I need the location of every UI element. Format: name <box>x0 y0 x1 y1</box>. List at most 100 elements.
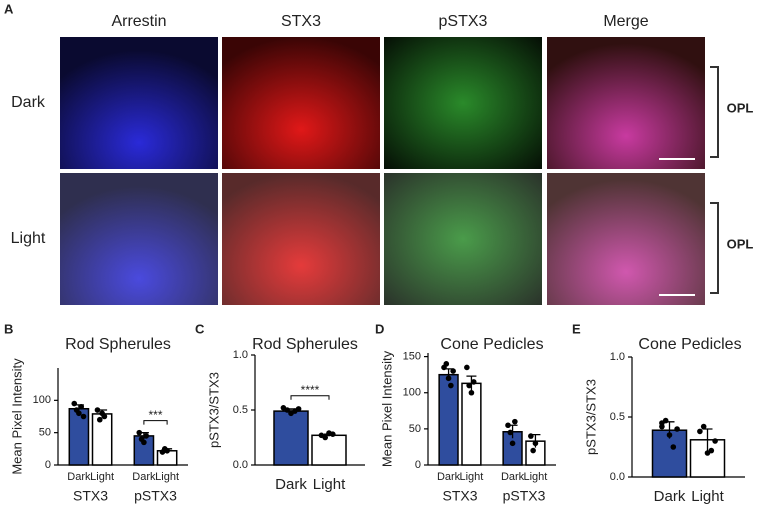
bar <box>438 373 459 466</box>
chart-title: Rod Spherules <box>252 336 358 353</box>
x-tick-label: Light <box>523 471 547 483</box>
data-point <box>670 444 677 450</box>
x-tick-label: Light <box>691 488 724 505</box>
group-label: pSTX3 <box>134 488 177 504</box>
data-point <box>76 410 82 417</box>
significance-label: *** <box>148 408 162 422</box>
y-axis-label: pSTX3/STX3 <box>583 379 598 455</box>
data-point <box>662 417 669 424</box>
panel-label: C <box>195 321 205 336</box>
y-tick-label: 100 <box>33 394 51 406</box>
data-point <box>78 404 85 410</box>
data-point <box>512 418 518 425</box>
micrograph <box>384 37 542 169</box>
y-tick-label: 150 <box>403 351 421 363</box>
y-tick-label: 50 <box>39 427 51 439</box>
data-point <box>141 439 147 446</box>
data-point <box>443 361 450 367</box>
significance-bracket <box>290 395 330 400</box>
data-point <box>468 389 475 396</box>
significance-bracket <box>143 420 168 425</box>
data-point <box>164 447 170 454</box>
data-point <box>697 428 703 435</box>
data-point <box>700 423 707 430</box>
data-point <box>71 400 78 407</box>
data-point <box>712 438 718 444</box>
data-point <box>528 433 534 439</box>
data-point <box>322 434 329 441</box>
group-label: pSTX3 <box>503 488 546 504</box>
x-tick-label: Dark <box>67 471 91 483</box>
data-point <box>143 433 150 439</box>
significance-label: **** <box>301 383 320 397</box>
panel-label: D <box>375 321 384 336</box>
micrograph <box>222 173 380 305</box>
micrograph <box>384 173 542 305</box>
x-tick-label: Light <box>90 471 114 483</box>
data-point <box>659 423 665 430</box>
y-axis-label: Mean Pixel Intensity <box>379 350 394 467</box>
y-tick-label: 0 <box>45 459 51 471</box>
data-point <box>448 382 454 389</box>
chart-title: Rod Spherules <box>65 336 171 353</box>
data-point <box>666 432 673 438</box>
data-point <box>708 447 715 454</box>
y-tick-label: 1.0 <box>233 349 248 361</box>
data-point <box>136 429 143 436</box>
column-header: Arrestin <box>111 13 166 30</box>
column-header: Merge <box>603 13 648 30</box>
group-label: STX3 <box>442 488 477 504</box>
data-point <box>464 364 470 371</box>
data-point <box>509 440 516 447</box>
data-point <box>101 413 108 420</box>
x-tick-label: Dark <box>501 471 525 483</box>
data-point <box>466 382 472 389</box>
bracket <box>710 202 719 294</box>
data-point <box>530 447 536 454</box>
row-label: Dark <box>11 94 46 111</box>
micrograph <box>222 37 380 169</box>
data-point <box>445 375 452 382</box>
data-point <box>470 379 477 385</box>
x-tick-label: Dark <box>437 471 461 483</box>
column-header: pSTX3 <box>439 13 488 30</box>
data-point <box>295 406 302 412</box>
bracket <box>710 66 719 158</box>
panel-label: B <box>4 321 13 336</box>
y-tick-label: 0 <box>415 459 421 471</box>
data-point <box>507 429 514 436</box>
x-tick-label: Dark <box>275 476 307 493</box>
x-tick-label: Light <box>155 471 179 483</box>
y-tick-label: 0.0 <box>610 471 625 483</box>
y-tick-label: 100 <box>403 387 421 399</box>
y-axis-label: pSTX3/STX3 <box>206 372 221 448</box>
data-point <box>96 416 103 423</box>
data-point <box>450 368 456 374</box>
region-label: OPL <box>727 100 754 115</box>
bar <box>461 382 482 466</box>
data-point <box>532 440 539 447</box>
micrograph <box>547 173 705 305</box>
y-tick-label: 1.0 <box>610 351 625 363</box>
y-tick-label: 0.0 <box>233 459 248 471</box>
row-label: Light <box>11 230 46 247</box>
micrograph <box>60 173 218 305</box>
micrograph <box>547 37 705 169</box>
y-tick-label: 0.5 <box>233 404 248 416</box>
y-axis-label: Mean Pixel Intensity <box>9 358 24 475</box>
x-tick-label: Dark <box>654 488 686 505</box>
y-tick-label: 0.5 <box>610 411 625 423</box>
x-tick-label: Light <box>459 471 483 483</box>
bar <box>273 410 309 466</box>
chart-title: Cone Pedicles <box>638 336 741 353</box>
x-tick-label: Dark <box>132 471 156 483</box>
bar <box>311 434 347 466</box>
data-point <box>674 426 680 432</box>
region-label: OPL <box>727 236 754 251</box>
chart-title: Cone Pedicles <box>440 336 543 353</box>
column-header: STX3 <box>281 13 321 30</box>
y-tick-label: 50 <box>409 423 421 435</box>
micrograph <box>60 37 218 169</box>
group-label: STX3 <box>73 488 108 504</box>
